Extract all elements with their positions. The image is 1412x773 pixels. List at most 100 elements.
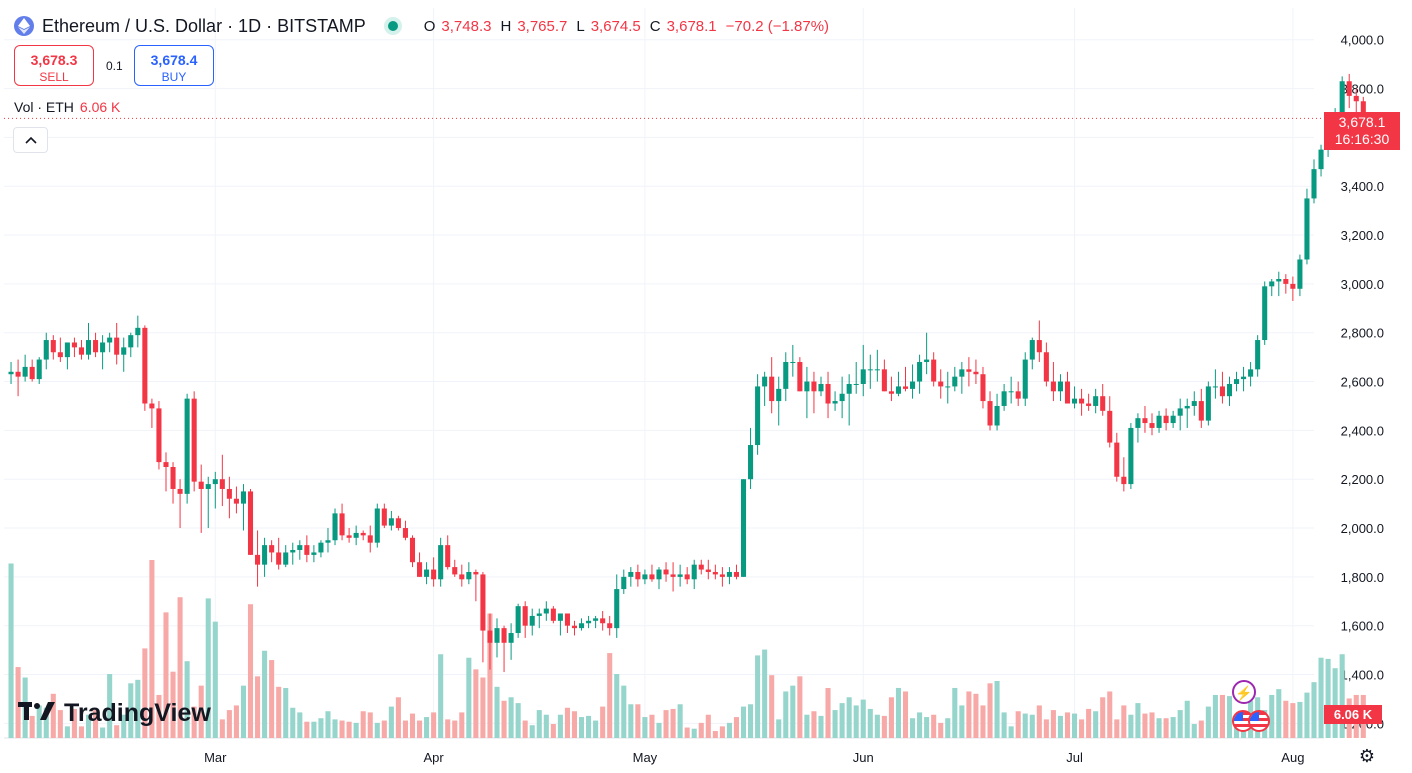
candle-body [1212, 386, 1218, 388]
volume-bar [409, 713, 416, 738]
volume-bar [931, 714, 937, 738]
candle-body [1360, 101, 1366, 119]
candle-body [783, 362, 789, 389]
volume-bar [212, 621, 218, 738]
candle-body [987, 401, 993, 426]
candle-body [966, 369, 972, 372]
candle-body [825, 383, 831, 404]
candle-body [346, 535, 352, 538]
volume-bar [635, 704, 641, 738]
candle-body [839, 393, 845, 402]
volume-bar [783, 691, 789, 738]
candle-body [578, 623, 585, 629]
volume-bar [177, 597, 183, 738]
candle-body [1198, 401, 1204, 421]
volume-bar [888, 697, 894, 738]
volume-bar [670, 708, 676, 738]
candle-body [142, 327, 148, 404]
lightning-event-icon[interactable]: ⚡ [1232, 680, 1256, 704]
buy-button[interactable]: 3,678.4 BUY [134, 45, 214, 86]
candle-body [818, 383, 824, 392]
volume-bar [917, 712, 923, 738]
candle-body [748, 445, 754, 480]
candle-body [536, 613, 542, 616]
y-tick-label: 2,200.0 [1341, 472, 1384, 487]
candle-body [571, 625, 578, 629]
candle-body [945, 386, 951, 388]
candle-body [550, 608, 556, 621]
volume-bar [466, 657, 472, 738]
volume-bar [867, 708, 873, 738]
volume-bar [832, 710, 838, 738]
volume-bar [924, 717, 930, 738]
volume-bar [1339, 654, 1345, 738]
y-tick-label: 2,800.0 [1341, 326, 1384, 341]
volume-bar [705, 714, 711, 738]
volume-bar [769, 675, 775, 738]
candle-body [191, 398, 197, 482]
candle-body [318, 542, 324, 553]
candle-body [635, 571, 641, 580]
symbol-title[interactable]: Ethereum / U.S. Dollar · 1D · BITSTAMP [42, 15, 366, 36]
candle-body [642, 574, 648, 580]
volume-bar [966, 691, 972, 738]
candle-body [1255, 340, 1261, 370]
candle-body [1219, 386, 1225, 397]
y-tick-label: 2,000.0 [1341, 521, 1384, 536]
candle-body [811, 381, 817, 392]
candle-body [607, 623, 613, 629]
candle-body [1072, 398, 1078, 404]
chevron-up-icon[interactable] [13, 127, 48, 153]
volume-bar [304, 721, 310, 738]
candle-body [1248, 369, 1254, 377]
sell-button[interactable]: 3,678.3 SELL [14, 45, 94, 86]
us-flag-icon[interactable] [1248, 710, 1270, 732]
volume-bar [663, 710, 669, 738]
volume-bar [945, 718, 951, 738]
volume-bar [501, 700, 507, 738]
volume-bar [656, 722, 662, 738]
status-dot-icon[interactable] [387, 21, 398, 31]
volume-bar [1311, 682, 1317, 738]
volume-bar [417, 720, 423, 738]
event-markers[interactable]: ⚡ [1228, 678, 1272, 738]
candle-body [656, 569, 662, 580]
volume-bar [628, 704, 634, 738]
volume-bar [987, 683, 993, 738]
close-value: 3,678.1 [666, 17, 717, 35]
volume-bar [1325, 658, 1331, 738]
volume-bar [973, 693, 979, 738]
volume-bar [564, 707, 570, 738]
candle-body [895, 386, 901, 394]
buy-label: BUY [161, 70, 187, 84]
candle-body [902, 386, 909, 389]
candle-body [1353, 95, 1359, 102]
candle-body [1086, 403, 1092, 406]
candle-body [1226, 383, 1233, 397]
volume-bar [149, 560, 155, 738]
volume-bar [755, 655, 761, 738]
candle-body [438, 545, 444, 580]
symbol-header: Ethereum / U.S. Dollar · 1D · BITSTAMP O… [14, 13, 832, 39]
volume-value: 6.06 K [79, 99, 121, 115]
candle-body [1276, 279, 1282, 282]
tradingview-logo[interactable]: TradingView [18, 698, 211, 729]
volume-bar [57, 710, 63, 738]
candle-body [600, 618, 606, 624]
volume-bar [402, 720, 408, 738]
volume-bar [1100, 697, 1106, 738]
volume-legend[interactable]: Vol · ETH 6.06 K [14, 99, 120, 115]
gear-icon[interactable]: ⚙ [1358, 746, 1376, 766]
volume-bar [297, 712, 303, 738]
spread-value: 0.1 [106, 59, 123, 73]
volume-bar [388, 706, 394, 738]
high-key: H [500, 17, 512, 35]
last-price-value: 3,678.1 [1338, 114, 1386, 130]
volume-bar [557, 714, 563, 738]
volume-bar [578, 717, 585, 738]
candle-body [459, 574, 465, 580]
volume-bar [719, 726, 725, 738]
candle-body [733, 571, 740, 577]
volume-bar [290, 707, 296, 738]
